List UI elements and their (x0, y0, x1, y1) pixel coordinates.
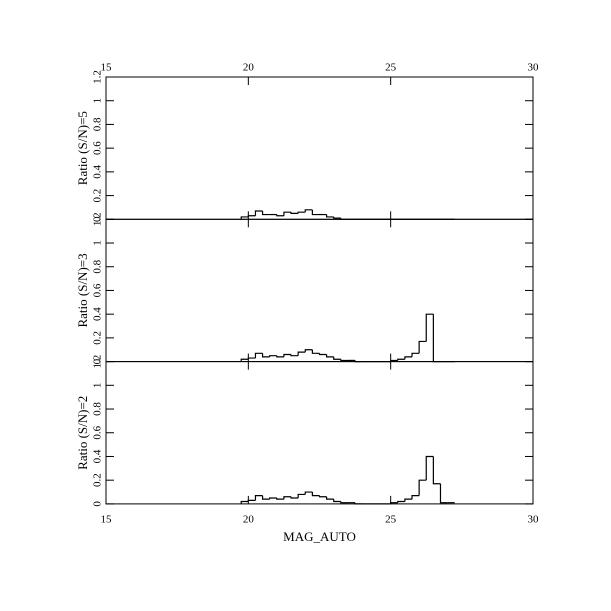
histogram-bin (304, 209, 313, 213)
y-tick-label: 1.2 (92, 212, 104, 226)
x-tick-label: 30 (528, 513, 540, 525)
plot-frame (105, 218, 534, 363)
histogram-bin (340, 501, 348, 504)
x-tick-label: 20 (243, 62, 255, 74)
histogram-bin (247, 499, 256, 502)
y-tick-label: 0.4 (92, 307, 104, 321)
histogram-bin (354, 502, 363, 505)
y-tick-label: 0.6 (92, 283, 104, 297)
histogram-bin (269, 497, 277, 500)
histogram-bin (283, 353, 292, 357)
plot-frame (105, 76, 534, 220)
histogram-bin (254, 494, 263, 501)
y-tick-label: 0.4 (92, 449, 104, 463)
histogram-bin (283, 211, 292, 216)
y-tick-label: 1 (92, 98, 104, 104)
histogram-bin (240, 500, 249, 504)
plot-frame (105, 361, 534, 505)
histogram-bin (340, 359, 348, 362)
x-tick-label: 15 (101, 513, 113, 525)
histogram-bin (297, 211, 306, 214)
x-tick-label: 25 (385, 62, 397, 74)
histogram-bin (418, 340, 427, 354)
y-tick-label: 0.6 (92, 425, 104, 439)
x-axis-label: MAG_AUTO (283, 529, 356, 544)
histogram-bin (304, 491, 313, 495)
histogram-bin (318, 495, 327, 498)
histogram-bin (240, 216, 249, 220)
y-axis-label: Ratio (S/N)=5 (75, 111, 90, 185)
histogram-bin (311, 209, 320, 216)
y-tick-label: 0.6 (92, 141, 104, 155)
y-tick-label: 0.8 (92, 259, 104, 273)
y-tick-label: 0.2 (92, 473, 104, 487)
y-tick-label: 1.2 (92, 70, 104, 84)
y-tick-label: 1.2 (92, 355, 104, 369)
y-tick-label: 0 (92, 358, 104, 364)
histogram-bin (247, 357, 256, 360)
y-tick-label: 0.2 (92, 189, 104, 203)
histogram-bin (439, 483, 448, 504)
histogram-bin (297, 351, 306, 356)
x-tick-label: 15 (101, 62, 113, 74)
histogram-bin (254, 210, 263, 216)
y-tick-label: 0 (92, 216, 104, 222)
histogram-bin (247, 215, 256, 217)
histogram-bin (425, 455, 434, 481)
y-tick-label: 1 (92, 383, 104, 389)
histogram-bin (276, 214, 284, 217)
histogram-bin (326, 354, 334, 358)
histogram-bin (418, 479, 427, 496)
x-tick-label: 25 (385, 513, 397, 525)
histogram-bin (290, 212, 299, 214)
y-axis-label: Ratio (S/N)=3 (75, 253, 90, 327)
histogram-bin (311, 492, 320, 497)
histogram-bin (432, 456, 441, 485)
histogram-bin (318, 353, 327, 356)
y-axis-label: Ratio (S/N)=2 (75, 396, 90, 470)
histogram-bin (411, 352, 420, 357)
histogram-bin (240, 358, 249, 362)
histogram-bin (261, 210, 270, 216)
histogram-bin (411, 494, 420, 500)
histogram-bin (276, 355, 284, 358)
x-tick-label: 20 (243, 513, 255, 525)
y-tick-label: 0.8 (92, 117, 104, 131)
histogram-bin (290, 496, 299, 499)
histogram-bin (333, 216, 341, 219)
y-tick-label: 0.8 (92, 402, 104, 416)
histogram-bin (397, 500, 405, 503)
histogram-bin (432, 314, 441, 363)
histogram-bin (333, 356, 341, 360)
y-tick-label: 1 (92, 240, 104, 246)
histogram-bin (333, 499, 341, 503)
y-tick-label: 0.4 (92, 164, 104, 178)
histogram-bin (290, 354, 299, 357)
histogram-bin (254, 352, 263, 359)
histogram-bin (425, 313, 434, 342)
histogram-bin (404, 356, 413, 360)
histogram-bin (276, 497, 284, 500)
histogram-bin (326, 496, 334, 500)
histogram-bin (304, 349, 313, 353)
histogram-bin (297, 493, 306, 498)
y-tick-label: 0.2 (92, 331, 104, 345)
histogram-bin (404, 498, 413, 502)
histogram-bin (390, 502, 398, 504)
histogram-bin (311, 349, 320, 354)
x-tick-label: 30 (528, 62, 540, 74)
histogram-bin (326, 214, 334, 218)
histogram-bin (283, 496, 292, 500)
histogram-bin (261, 495, 270, 500)
histogram-bin (261, 353, 270, 358)
y-tick-label: 0 (92, 501, 104, 507)
histogram-bin (397, 358, 405, 361)
histogram-bin (269, 355, 277, 357)
